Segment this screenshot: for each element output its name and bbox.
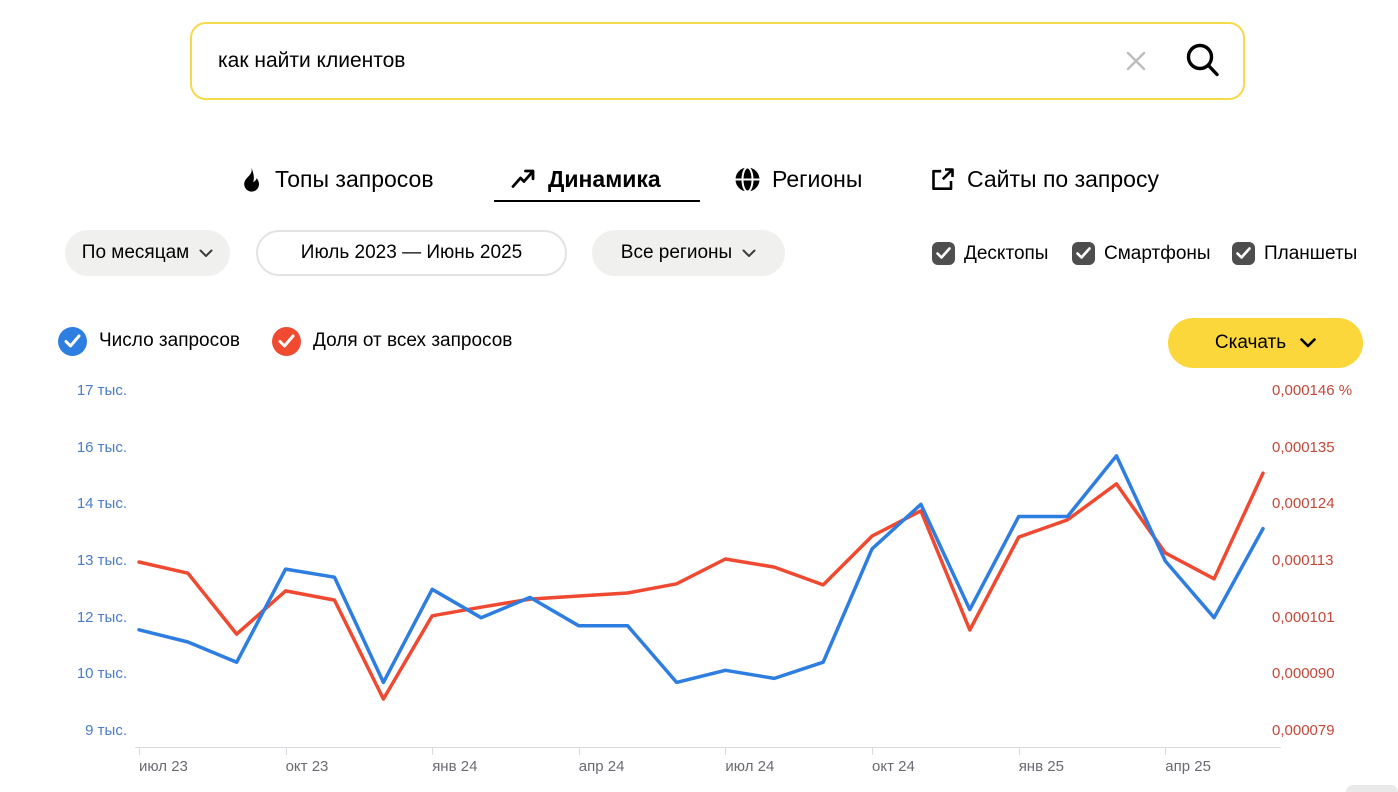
y-axis-label-left: 17 тыс. xyxy=(76,382,127,399)
y-axis-label-left: 14 тыс. xyxy=(76,495,127,513)
tab-label: Топы запросов xyxy=(275,165,434,192)
x-axis-label: окт 24 xyxy=(872,758,915,775)
tab-regions[interactable]: Регионы xyxy=(734,162,862,196)
chevron-down-icon xyxy=(199,249,213,257)
x-axis-line xyxy=(135,747,1281,748)
checkbox-desktops[interactable]: Десктопы xyxy=(932,241,1048,266)
date-range-label: Июль 2023 — Июнь 2025 xyxy=(300,242,523,263)
checkbox-checked-icon xyxy=(1072,242,1095,265)
y-axis-label-left: 10 тыс. xyxy=(76,665,127,683)
tab-dynamics[interactable]: Динамика xyxy=(510,162,661,196)
x-axis-tick xyxy=(1165,748,1167,755)
legend-label: Число запросов xyxy=(99,330,240,351)
region-dropdown[interactable]: Все регионы xyxy=(592,230,785,276)
tab-label: Регионы xyxy=(772,165,863,192)
checkbox-tablets[interactable]: Планшеты xyxy=(1232,241,1357,266)
y-axis-label-left: 16 тыс. xyxy=(76,438,127,456)
trend-icon xyxy=(511,169,535,188)
y-axis-label-right: 0,000135 xyxy=(1272,438,1335,456)
legend-queries-count[interactable]: Число запросов xyxy=(58,326,240,356)
y-axis-label-left: 12 тыс. xyxy=(76,608,127,626)
x-axis-label: апр 25 xyxy=(1165,758,1211,775)
checkbox-label: Десктопы xyxy=(964,242,1049,264)
legend-label: Доля от всех запросов xyxy=(313,330,513,351)
x-axis-tick xyxy=(285,748,287,755)
x-axis-tick xyxy=(139,748,140,755)
search-bar xyxy=(190,22,1245,100)
y-axis-label-left: 13 тыс. xyxy=(76,552,127,569)
x-axis-label: апр 24 xyxy=(578,758,625,775)
tab-sites-by-query[interactable]: Сайты по запросу xyxy=(929,162,1159,196)
external-link-icon xyxy=(932,167,954,190)
y-axis-label-right: 0,000124 xyxy=(1272,495,1335,513)
x-axis-tick xyxy=(872,748,873,755)
checkbox-checked-icon xyxy=(932,242,955,265)
active-tab-underline xyxy=(494,200,700,202)
region-dropdown-label: Все регионы xyxy=(620,242,733,263)
globe-icon xyxy=(735,166,760,192)
legend-share-of-queries[interactable]: Доля от всех запросов xyxy=(272,326,512,356)
y-axis-label-left: 9 тыс. xyxy=(85,722,127,739)
y-axis-label-right: 0,000113 xyxy=(1272,552,1334,569)
tab-label: Сайты по запросу xyxy=(967,165,1159,192)
x-axis-tick xyxy=(1018,748,1020,755)
x-axis-label: июл 24 xyxy=(725,758,775,775)
y-axis-label-right: 0,000101 xyxy=(1272,608,1335,626)
x-axis-label: янв 24 xyxy=(432,758,478,775)
download-button[interactable]: Скачать xyxy=(1168,318,1363,368)
x-axis-tick xyxy=(432,748,434,755)
clear-icon[interactable] xyxy=(1123,48,1149,74)
checkbox-smartphones[interactable]: Смартфоны xyxy=(1072,241,1211,266)
tab-label: Динамика xyxy=(548,165,661,192)
x-axis-label: окт 23 xyxy=(285,758,329,775)
tab-top-queries[interactable]: Топы запросов xyxy=(237,162,434,196)
fire-icon xyxy=(244,166,259,192)
date-range-picker[interactable]: Июль 2023 — Июнь 2025 xyxy=(256,230,567,276)
share-line xyxy=(137,471,1265,701)
floating-widget-corner xyxy=(1346,785,1398,792)
chevron-down-icon xyxy=(1300,338,1316,348)
x-axis-label: янв 25 xyxy=(1018,758,1064,775)
chevron-down-icon xyxy=(742,249,756,257)
search-input[interactable] xyxy=(216,48,1123,74)
x-axis-tick xyxy=(578,748,580,755)
period-dropdown-label: По месяцам xyxy=(81,242,190,263)
y-axis-label-right: 0,000079 xyxy=(1272,722,1335,739)
checkbox-checked-icon xyxy=(1232,242,1255,265)
legend-check-icon-red xyxy=(272,326,301,356)
search-icon[interactable] xyxy=(1183,41,1223,81)
x-axis-label: июл 23 xyxy=(139,758,188,775)
period-dropdown[interactable]: По месяцам xyxy=(65,230,230,276)
y-axis-label-right: 0,000146 % xyxy=(1272,382,1353,399)
x-axis-tick xyxy=(725,748,727,755)
checkbox-label: Смартфоны xyxy=(1104,242,1211,264)
legend-check-icon-blue xyxy=(58,326,87,356)
download-button-label: Скачать xyxy=(1214,332,1287,353)
queries-line xyxy=(137,454,1265,685)
y-axis-label-right: 0,000090 xyxy=(1272,665,1335,683)
checkbox-label: Планшеты xyxy=(1264,242,1358,264)
